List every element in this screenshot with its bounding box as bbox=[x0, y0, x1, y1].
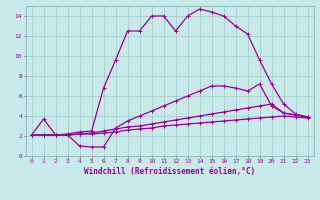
X-axis label: Windchill (Refroidissement éolien,°C): Windchill (Refroidissement éolien,°C) bbox=[84, 167, 255, 176]
